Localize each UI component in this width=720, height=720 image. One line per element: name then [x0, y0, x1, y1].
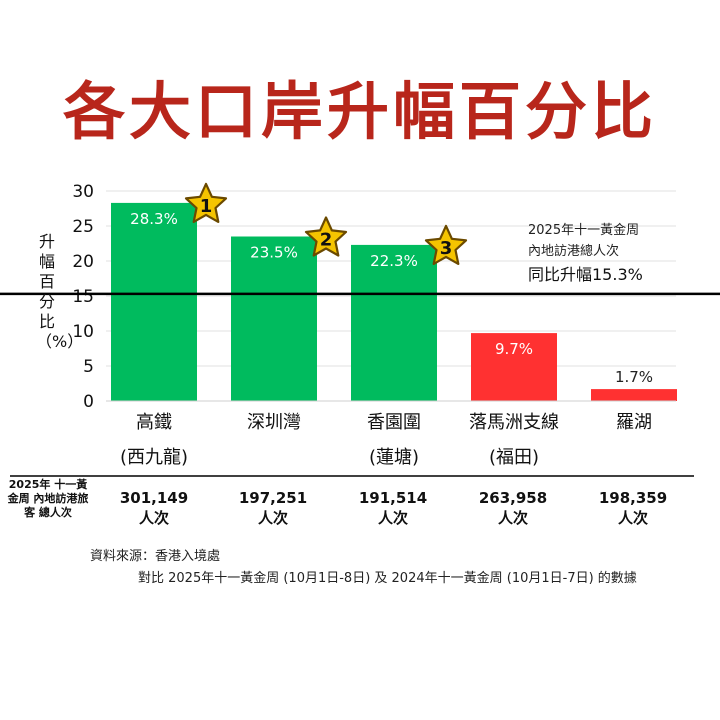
- rank-number: 3: [440, 238, 453, 259]
- x-tick-sublabel: (蓮塘): [369, 447, 419, 468]
- reference-note-line-2: 內地訪港總人次: [528, 244, 620, 259]
- source-line-1: 資料來源：香港入境處: [90, 549, 221, 564]
- x-tick-label: 羅湖: [616, 412, 652, 433]
- rank-star-icon: [424, 224, 468, 265]
- total-unit: 人次: [377, 509, 408, 527]
- y-tick-label: 30: [72, 182, 94, 202]
- x-tick-label: 香園圍: [367, 412, 421, 433]
- rank-star-icon: [304, 216, 348, 257]
- x-tick-label: 落馬洲支線: [469, 412, 559, 433]
- rank-number: 2: [320, 230, 333, 251]
- bar: [111, 202, 197, 401]
- bar: [471, 333, 557, 401]
- total-count: 197,251: [238, 489, 308, 507]
- total-unit: 人次: [617, 509, 648, 527]
- y-tick-label: 5: [83, 357, 94, 377]
- bar: [351, 244, 437, 401]
- bar-value-label: 23.5%: [250, 244, 298, 262]
- y-tick-label: 20: [72, 252, 94, 272]
- total-unit: 人次: [138, 509, 169, 527]
- total-cell: 263,958 人次: [458, 488, 568, 528]
- y-tick-label: 0: [83, 392, 94, 412]
- source-note: 資料來源：香港入境處 對比 2025年十一黃金周 (10月1日-8日) 及 20…: [90, 546, 637, 590]
- total-count: 191,514: [358, 489, 428, 507]
- rank-star-icon: [184, 182, 228, 223]
- bar-value-label: 28.3%: [130, 210, 178, 228]
- y-tick-label: 10: [72, 322, 94, 342]
- total-cell: 197,251 人次: [218, 488, 328, 528]
- y-tick-label: 25: [72, 217, 94, 237]
- total-cell: 301,149 人次: [99, 488, 209, 528]
- x-tick-label: 深圳灣: [247, 412, 301, 433]
- reference-note: 2025年十一黃金周 內地訪港總人次 同比升幅15.3%: [528, 220, 643, 288]
- total-count: 301,149: [119, 489, 189, 507]
- chart-title: 各大口岸升幅百分比: [62, 75, 657, 148]
- y-axis-label: 升幅百分比（%）: [36, 232, 84, 351]
- total-cell: 191,514 人次: [338, 488, 448, 528]
- total-count: 198,359: [598, 489, 668, 507]
- total-unit: 人次: [497, 509, 528, 527]
- bar-value-label: 1.7%: [615, 368, 653, 386]
- total-unit: 人次: [257, 509, 288, 527]
- total-count: 263,958: [478, 489, 548, 507]
- reference-note-line-1: 2025年十一黃金周: [528, 223, 640, 238]
- reference-note-highlight: 同比升幅15.3%: [528, 265, 643, 284]
- totals-row-label: 2025年 十一黃金周 內地訪港旅客 總人次: [7, 478, 89, 519]
- rank-number: 1: [200, 196, 213, 217]
- total-cell: 198,359 人次: [578, 488, 688, 528]
- x-tick-label: 高鐵: [136, 412, 172, 433]
- bar-value-label: 9.7%: [495, 340, 533, 358]
- bar-value-label: 22.3%: [370, 252, 418, 270]
- bar: [591, 389, 677, 401]
- x-tick-sublabel: (福田): [489, 447, 539, 468]
- x-tick-sublabel: (西九龍): [120, 447, 188, 468]
- y-tick-label: 15: [72, 287, 94, 307]
- source-line-2: 對比 2025年十一黃金周 (10月1日-8日) 及 2024年十一黃金周 (1…: [138, 571, 637, 586]
- bar: [231, 236, 317, 401]
